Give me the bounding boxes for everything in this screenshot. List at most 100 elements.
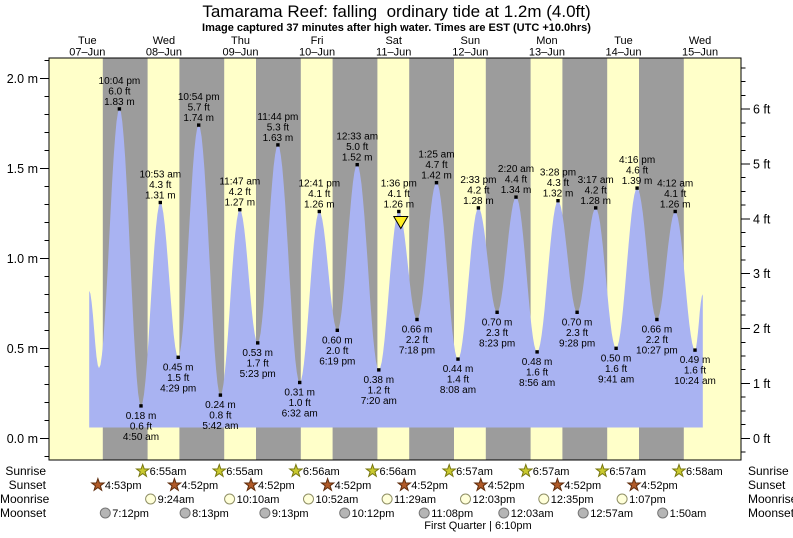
left-axis-tick-label: 0.5 m xyxy=(7,342,38,356)
tide-extreme-dot xyxy=(197,123,201,127)
sunset-time: 4:52pm xyxy=(335,480,372,492)
high-tide-label: 1:36 pm 4.1 ft 1.26 m xyxy=(381,179,417,211)
day-weekday-label: Wed xyxy=(153,35,175,47)
sunrise-time: 6:57am xyxy=(533,466,570,478)
tide-extreme-dot xyxy=(317,209,321,214)
tide-extreme-dot xyxy=(476,206,481,210)
tide-extreme-dot xyxy=(298,380,302,385)
moonset-time: 11:08pm xyxy=(431,508,473,520)
day-date-label: 15–Jun xyxy=(682,47,718,59)
moonrise-circle-icon xyxy=(616,493,628,505)
day-date-label: 14–Jun xyxy=(605,47,641,59)
moonset-circle-icon xyxy=(99,507,111,519)
moonset-circle-icon xyxy=(339,507,351,519)
moonrise-circle-icon xyxy=(381,493,393,505)
moonrise-time: 11:29am xyxy=(394,494,436,506)
low-tide-label: 0.18 m 0.6 ft 4:50 am xyxy=(123,411,159,443)
tide-extreme-dot xyxy=(614,346,618,350)
tide-extreme-dot xyxy=(655,317,659,322)
low-tide-label: 0.70 m 2.3 ft 9:28 pm xyxy=(559,317,595,349)
right-axis-tick-label: 5 ft xyxy=(753,157,771,171)
high-tide-label: 10:53 am 4.3 ft 1.31 m xyxy=(139,170,181,202)
tide-extreme-dot xyxy=(256,341,260,345)
low-tide-label: 0.60 m 2.0 ft 6:19 pm xyxy=(319,335,355,367)
sunset-time: 4:52pm xyxy=(258,480,295,492)
sunset-star-icon xyxy=(396,476,412,492)
tide-extreme-dot xyxy=(176,355,180,359)
tide-extreme-dot xyxy=(415,317,419,322)
moonrise-circle-icon xyxy=(224,493,236,505)
moonrise-time: 12:35pm xyxy=(551,494,594,506)
sunset-time: 4:52pm xyxy=(411,480,448,492)
tide-extreme-dot xyxy=(117,107,122,111)
sunrise-star-icon xyxy=(135,462,151,478)
tide-extreme-dot xyxy=(594,206,598,210)
sunrise-star-icon xyxy=(594,462,611,478)
chart-subtitle: Image captured 37 minutes after high wat… xyxy=(202,22,591,34)
day-date-label: 13–Jun xyxy=(529,47,565,59)
right-axis-tick-label: 0 ft xyxy=(753,432,771,446)
moonset-row-label-right: Moonset xyxy=(748,506,793,520)
high-tide-label: 10:54 pm 5.7 ft 1.74 m xyxy=(178,92,220,124)
sunset-star-icon xyxy=(90,476,106,492)
sunrise-time: 6:55am xyxy=(150,466,187,478)
high-tide-label: 4:12 am 4.1 ft 1.26 m xyxy=(657,179,693,211)
moonset-circle-icon xyxy=(259,507,271,519)
tide-extreme-dot xyxy=(693,348,697,352)
tide-extreme-dot xyxy=(158,200,162,205)
low-tide-label: 0.70 m 2.3 ft 8:23 pm xyxy=(479,317,515,349)
tide-extreme-dot xyxy=(556,199,560,203)
tide-extreme-dot xyxy=(673,209,677,214)
tide-extreme-dot xyxy=(535,350,539,354)
day-weekday-label: Mon xyxy=(536,35,557,47)
day-weekday-label: Thu xyxy=(231,35,250,47)
current-time-marker-icon xyxy=(392,216,409,230)
moonrise-circle-icon xyxy=(460,493,471,505)
day-date-label: 11–Jun xyxy=(376,47,411,59)
high-tide-label: 10:04 pm 6.0 ft 1.83 m xyxy=(99,76,141,108)
low-tide-label: 0.48 m 1.6 ft 8:56 am xyxy=(519,357,555,389)
day-weekday-label: Sat xyxy=(385,35,402,47)
moonset-circle-icon xyxy=(498,507,510,519)
moonset-circle-icon xyxy=(179,507,191,519)
day-weekday-label: Wed xyxy=(689,35,711,47)
moonrise-circle-icon xyxy=(303,493,314,505)
low-tide-label: 0.24 m 0.8 ft 5:42 am xyxy=(202,400,238,432)
sunset-time: 4:52pm xyxy=(488,480,525,492)
moonset-time: 12:57am xyxy=(590,508,633,520)
moonrise-circle-icon xyxy=(145,493,157,505)
tide-extreme-dot xyxy=(139,404,143,408)
sunrise-star-icon xyxy=(288,462,304,478)
sunrise-star-icon xyxy=(364,462,381,478)
day-date-label: 12–Jun xyxy=(452,47,488,59)
left-axis-tick-label: 0.0 m xyxy=(7,432,38,446)
tide-extreme-dot xyxy=(434,181,439,185)
moonset-time: 12:03am xyxy=(511,508,554,520)
sunrise-time: 6:58am xyxy=(686,466,723,478)
day-date-label: 09–Jun xyxy=(222,47,258,59)
right-axis-tick-label: 1 ft xyxy=(753,377,771,391)
low-tide-label: 0.31 m 1.0 ft 6:32 am xyxy=(282,388,318,420)
sunset-star-icon xyxy=(320,476,336,492)
tide-extreme-dot xyxy=(514,195,518,199)
moonrise-time: 9:24am xyxy=(158,494,195,506)
sunset-star-icon xyxy=(243,476,259,492)
left-axis-tick-label: 2.0 m xyxy=(7,72,38,86)
moonset-time: 10:12pm xyxy=(352,508,395,520)
moonrise-time: 10:10am xyxy=(237,494,280,506)
low-tide-label: 0.66 m 2.2 ft 7:18 pm xyxy=(399,325,435,357)
day-date-label: 10–Jun xyxy=(299,47,335,59)
high-tide-label: 4:16 pm 4.6 ft 1.39 m xyxy=(619,155,655,187)
sunrise-time: 6:57am xyxy=(609,466,646,478)
sunset-time: 4:52pm xyxy=(181,480,218,492)
tide-extreme-dot xyxy=(276,143,280,147)
sunrise-row-label-left: Sunrise xyxy=(5,464,46,478)
sunrise-time: 6:56am xyxy=(303,466,340,478)
sunrise-star-icon xyxy=(671,462,687,478)
page-title: Tamarama Reef: falling ordinary tide at … xyxy=(202,2,591,21)
right-axis-tick-label: 3 ft xyxy=(753,267,771,281)
tide-extreme-dot xyxy=(355,163,359,167)
tide-extreme-dot xyxy=(397,209,401,214)
